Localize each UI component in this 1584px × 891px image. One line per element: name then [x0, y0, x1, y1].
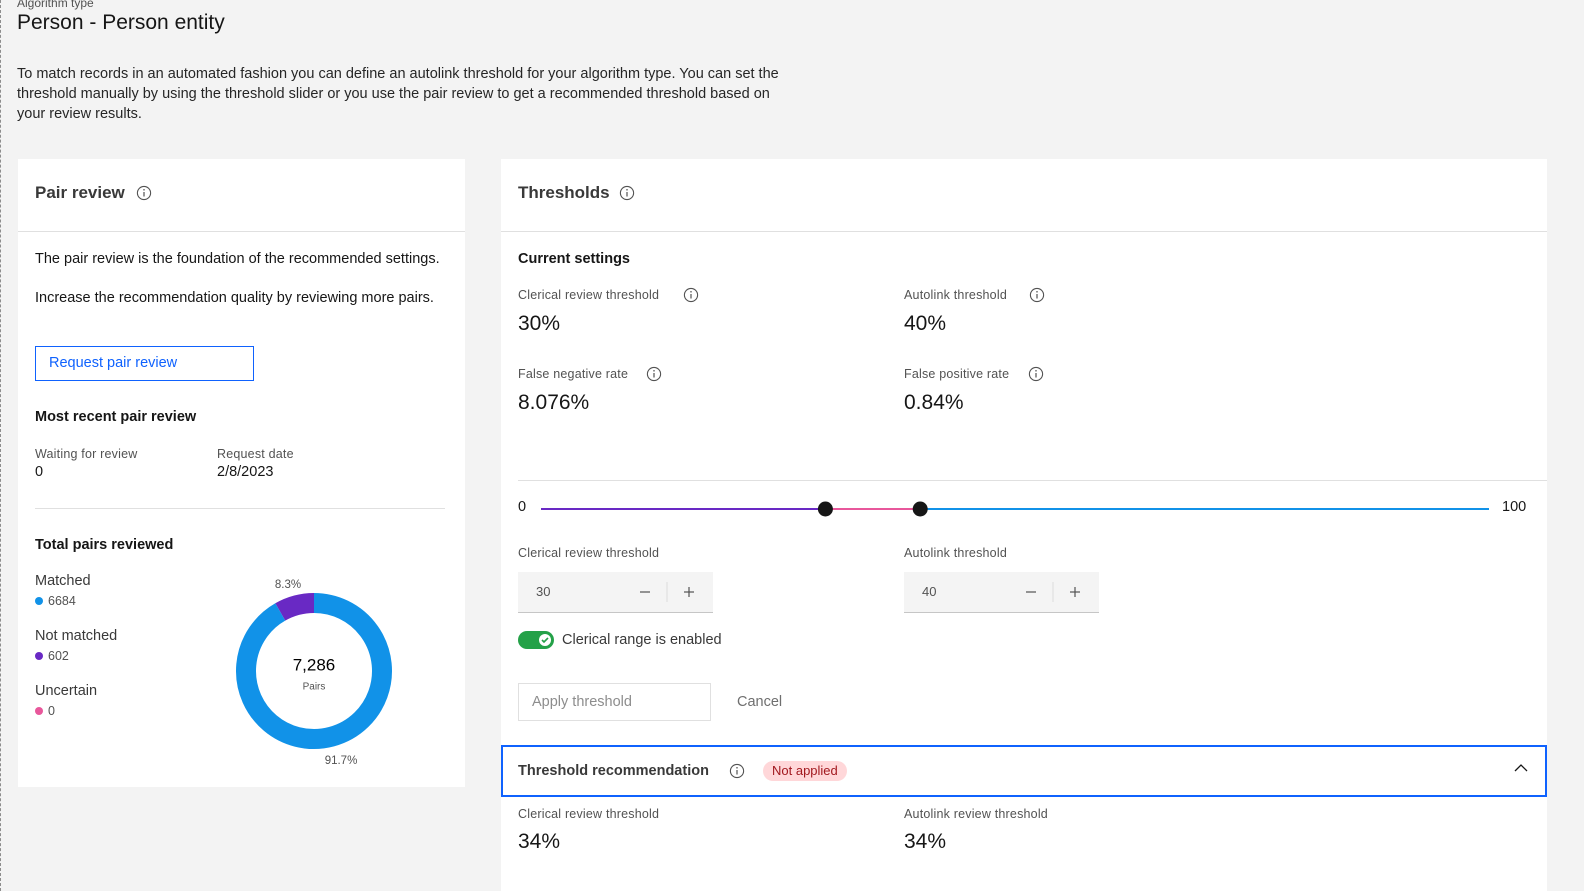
input-value: 30 — [536, 584, 551, 599]
info-circle — [619, 185, 635, 201]
stepper-icons — [640, 582, 1080, 602]
info-circle — [1029, 287, 1045, 303]
field-value: 0 — [35, 464, 44, 480]
status-tag: Not applied — [763, 761, 847, 781]
card-title: Thresholds — [518, 183, 610, 202]
field-label: Clerical review threshold — [518, 546, 660, 560]
card-title: Pair review — [35, 183, 125, 202]
info-dot — [1036, 291, 1038, 293]
recommendation-header[interactable] — [501, 745, 1547, 797]
info-glyph — [729, 763, 745, 779]
info-dot — [626, 189, 628, 191]
field-label: False positive rate — [904, 367, 1010, 381]
divider — [18, 231, 465, 232]
slider-max: 100 — [1502, 499, 1527, 515]
field-value: 34% — [518, 830, 561, 853]
info-icon[interactable] — [619, 185, 635, 201]
divider — [518, 480, 1547, 481]
field-label: Autolink threshold — [904, 546, 1007, 560]
field-value: 0.84% — [904, 391, 964, 414]
legend-label: Uncertain — [35, 683, 98, 699]
legend-dot — [35, 652, 43, 660]
info-circle — [646, 366, 662, 382]
divider — [501, 231, 1547, 232]
info-circle — [1028, 366, 1044, 382]
info-dot — [690, 291, 692, 293]
toggle[interactable] — [518, 630, 556, 650]
legend-label: Not matched — [35, 628, 118, 644]
info-icon[interactable] — [136, 185, 152, 201]
page-label: Algorithm type — [17, 0, 94, 10]
field-value: 34% — [904, 830, 947, 853]
page-title: Person - Person entity — [17, 11, 225, 34]
donut-total-label: Pairs — [303, 682, 326, 693]
page-description: To match records in an automated fashion… — [17, 66, 779, 122]
cancel-button[interactable]: Cancel — [737, 694, 783, 710]
info-glyph — [683, 287, 699, 303]
slider-handle[interactable] — [817, 501, 833, 517]
legend-dot — [35, 707, 43, 715]
description: Increase the recommendation quality by r… — [35, 290, 434, 306]
info-icon[interactable] — [1029, 287, 1045, 303]
info-glyph — [646, 366, 662, 382]
legend-value: 602 — [48, 649, 69, 663]
field-value: 40% — [904, 312, 947, 335]
info-icon[interactable] — [646, 366, 662, 382]
field-label: False negative rate — [518, 367, 629, 381]
percent-label: 91.7% — [325, 755, 358, 767]
info-dot — [1035, 370, 1037, 372]
donut-total: 7,286 — [293, 655, 336, 674]
button-label: Request pair review — [49, 355, 178, 371]
section-title: Most recent pair review — [35, 409, 197, 425]
info-icon[interactable] — [729, 763, 745, 779]
number-input[interactable] — [518, 572, 713, 613]
donut-segment — [236, 593, 392, 749]
legend-label: Matched — [35, 573, 91, 589]
donut-segment — [275, 593, 315, 621]
info-icon[interactable] — [683, 287, 699, 303]
percent-label: 8.3% — [275, 579, 301, 591]
legend-dot — [35, 597, 43, 605]
info-icon[interactable] — [1028, 366, 1044, 382]
info-glyph — [1028, 366, 1044, 382]
info-circle — [683, 287, 699, 303]
field-label: Waiting for review — [35, 447, 138, 461]
info-circle — [729, 763, 745, 779]
section-title: Threshold recommendation — [518, 763, 709, 779]
info-glyph — [619, 185, 635, 201]
field-label: Request date — [217, 447, 294, 461]
slider-handle[interactable] — [912, 501, 928, 517]
section-title: Current settings — [518, 251, 630, 267]
number-input[interactable] — [904, 572, 1099, 613]
legend-value: 0 — [48, 704, 55, 718]
slider-min: 0 — [518, 499, 527, 515]
field-label: Autolink threshold — [904, 288, 1007, 302]
donut-chart: 7,286 Pairs 91.7% 8.3% — [236, 579, 392, 767]
field-label: Clerical review threshold — [518, 807, 660, 821]
field-value: 30% — [518, 312, 561, 335]
field-value: 8.076% — [518, 391, 590, 414]
divider — [35, 508, 445, 509]
chevron[interactable] — [1513, 762, 1529, 774]
info-circle — [136, 185, 152, 201]
info-dot — [143, 189, 145, 191]
toggle-label: Clerical range is enabled — [562, 632, 722, 648]
section-title: Total pairs reviewed — [35, 537, 174, 553]
info-dot — [736, 767, 738, 769]
description: The pair review is the foundation of the… — [35, 251, 440, 267]
legend-value: 6684 — [48, 594, 76, 608]
button-label: Apply threshold — [532, 694, 632, 710]
info-dot — [653, 370, 655, 372]
field-label: Autolink review threshold — [904, 807, 1048, 821]
field-value: 2/8/2023 — [217, 464, 274, 480]
request-button[interactable] — [35, 346, 254, 381]
info-glyph — [1029, 287, 1045, 303]
input-value: 40 — [922, 584, 937, 599]
apply-button[interactable] — [518, 683, 711, 721]
field-label: Clerical review threshold — [518, 288, 660, 302]
info-glyph — [136, 185, 152, 201]
slider[interactable] — [1, 490, 1584, 530]
